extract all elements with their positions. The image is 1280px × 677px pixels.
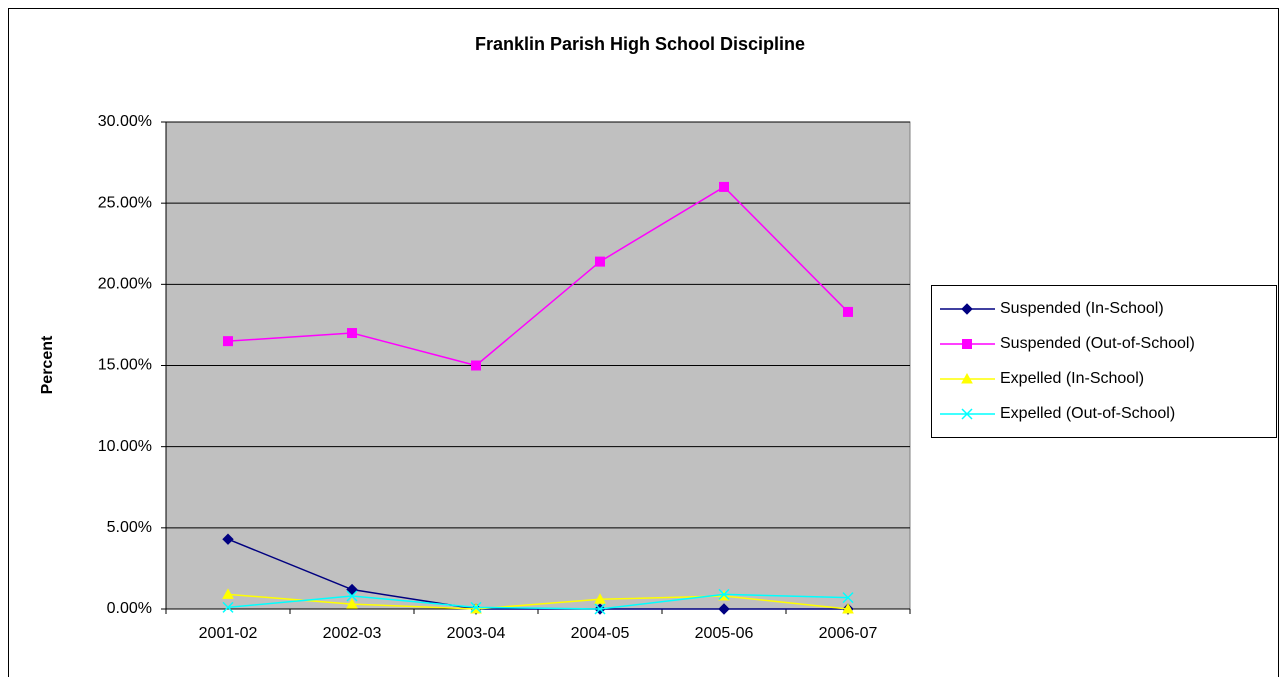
legend-label: Suspended (Out-of-School) <box>1000 335 1195 352</box>
legend-label: Expelled (Out-of-School) <box>1000 405 1175 422</box>
legend-box <box>931 285 1277 438</box>
x-tick-label: 2002-03 <box>323 625 382 642</box>
y-tick-label: 10.00% <box>98 438 152 455</box>
marker <box>962 339 972 349</box>
marker <box>594 603 606 615</box>
legend-label: Suspended (In-School) <box>1000 300 1164 317</box>
y-tick-label: 25.00% <box>98 194 152 211</box>
marker <box>347 328 357 339</box>
marker <box>222 533 234 545</box>
marker <box>346 583 358 596</box>
x-tick-label: 2001-02 <box>199 625 258 642</box>
y-tick-label: 0.00% <box>107 600 152 617</box>
y-tick-label: 30.00% <box>98 113 152 130</box>
x-tick-label: 2006-07 <box>819 625 878 642</box>
series-line <box>227 538 848 610</box>
marker <box>961 303 973 315</box>
marker <box>961 372 973 384</box>
marker <box>470 601 482 613</box>
x-tick-label: 2003-04 <box>447 625 506 642</box>
marker <box>595 256 605 267</box>
marker <box>842 592 854 604</box>
marker <box>222 601 234 613</box>
x-tick-label: 2004-05 <box>571 625 630 642</box>
marker <box>842 602 854 614</box>
marker <box>222 588 234 599</box>
series-line <box>227 593 849 610</box>
y-tick-label: 20.00% <box>98 276 152 293</box>
marker <box>718 603 730 615</box>
marker <box>719 181 729 192</box>
marker <box>346 598 358 609</box>
y-tick-label: 5.00% <box>107 519 152 536</box>
legend-label: Expelled (In-School) <box>1000 370 1144 387</box>
marker <box>223 336 233 347</box>
y-axis-title: Percent <box>39 335 56 394</box>
marker <box>718 588 730 600</box>
series-line <box>227 593 849 610</box>
chart-title: Franklin Parish High School Discipline <box>475 34 805 54</box>
marker <box>471 360 481 371</box>
marker <box>843 306 853 317</box>
series-line <box>227 185 849 367</box>
x-tick-label: 2005-06 <box>695 625 754 642</box>
marker <box>346 590 358 602</box>
marker <box>961 408 973 420</box>
marker <box>594 593 606 604</box>
y-tick-label: 15.00% <box>98 357 152 374</box>
